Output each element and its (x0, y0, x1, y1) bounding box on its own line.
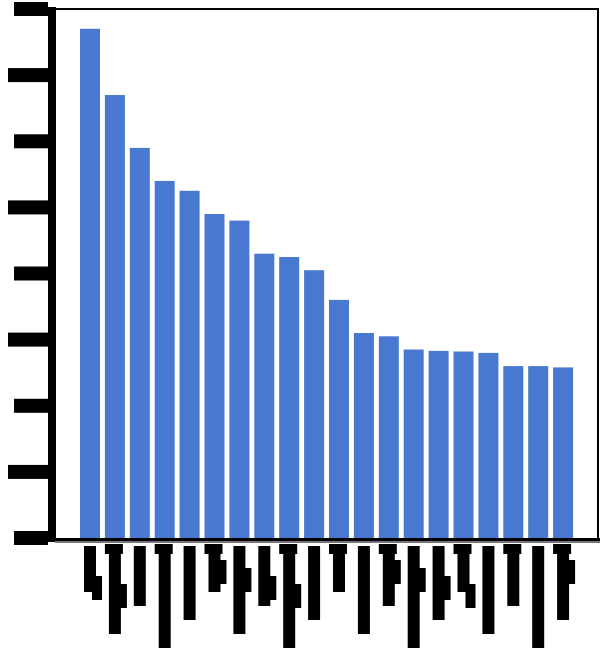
y-tick-2 (14, 398, 48, 413)
x-axis-tick-labels (84, 544, 576, 648)
y-tick-8 (14, 2, 48, 16)
bar-6 (204, 214, 225, 538)
bar-20 (553, 367, 574, 538)
bar-9 (279, 257, 300, 538)
bar-12 (353, 333, 374, 538)
y-tick-3 (8, 332, 48, 347)
y-tick-4 (14, 266, 48, 281)
x-tick-label-18 (503, 544, 522, 606)
bar-4 (154, 180, 175, 538)
y-tick-1 (8, 464, 48, 479)
x-tick-label-12 (357, 546, 370, 634)
x-tick-label-2 (104, 544, 127, 634)
x-tick-label-10 (308, 546, 321, 620)
y-tick-6 (14, 134, 48, 149)
y-axis-ticks (8, 2, 48, 545)
bars-group (80, 28, 574, 539)
bar-2 (104, 95, 125, 538)
bar-11 (329, 299, 349, 538)
bar-18 (503, 366, 524, 538)
bar-7 (229, 220, 250, 538)
x-tick-label-3 (133, 546, 146, 606)
bar-3 (129, 147, 150, 538)
x-tick-label-14 (407, 546, 426, 648)
y-tick-7 (8, 68, 48, 83)
bar-10 (304, 270, 325, 538)
y-axis-line (48, 7, 56, 542)
x-tick-label-17 (482, 546, 495, 634)
bar-16 (453, 351, 474, 538)
x-tick-label-13 (378, 544, 401, 606)
bar-8 (254, 253, 275, 538)
x-tick-label-16 (453, 544, 476, 608)
x-tick-label-8 (258, 546, 277, 606)
x-tick-label-6 (204, 544, 227, 592)
bar-13 (378, 336, 399, 538)
x-tick-label-15 (432, 546, 451, 620)
bar-15 (428, 350, 449, 538)
bar-19 (528, 366, 549, 538)
bar-14 (403, 349, 424, 538)
bar-5 (179, 190, 200, 539)
x-tick-label-4 (154, 544, 173, 648)
x-tick-label-20 (553, 544, 576, 620)
bar-1 (80, 28, 100, 539)
x-tick-label-11 (329, 544, 347, 592)
x-tick-label-9 (279, 544, 302, 648)
x-tick-label-5 (183, 546, 196, 620)
x-tick-label-1 (84, 546, 102, 600)
x-axis-shadow (55, 541, 600, 543)
bar-17 (478, 352, 499, 538)
x-tick-label-19 (532, 546, 545, 648)
x-axis-line (55, 538, 600, 541)
x-tick-label-7 (233, 546, 252, 634)
y-tick-0 (14, 531, 48, 545)
y-tick-5 (8, 200, 48, 215)
